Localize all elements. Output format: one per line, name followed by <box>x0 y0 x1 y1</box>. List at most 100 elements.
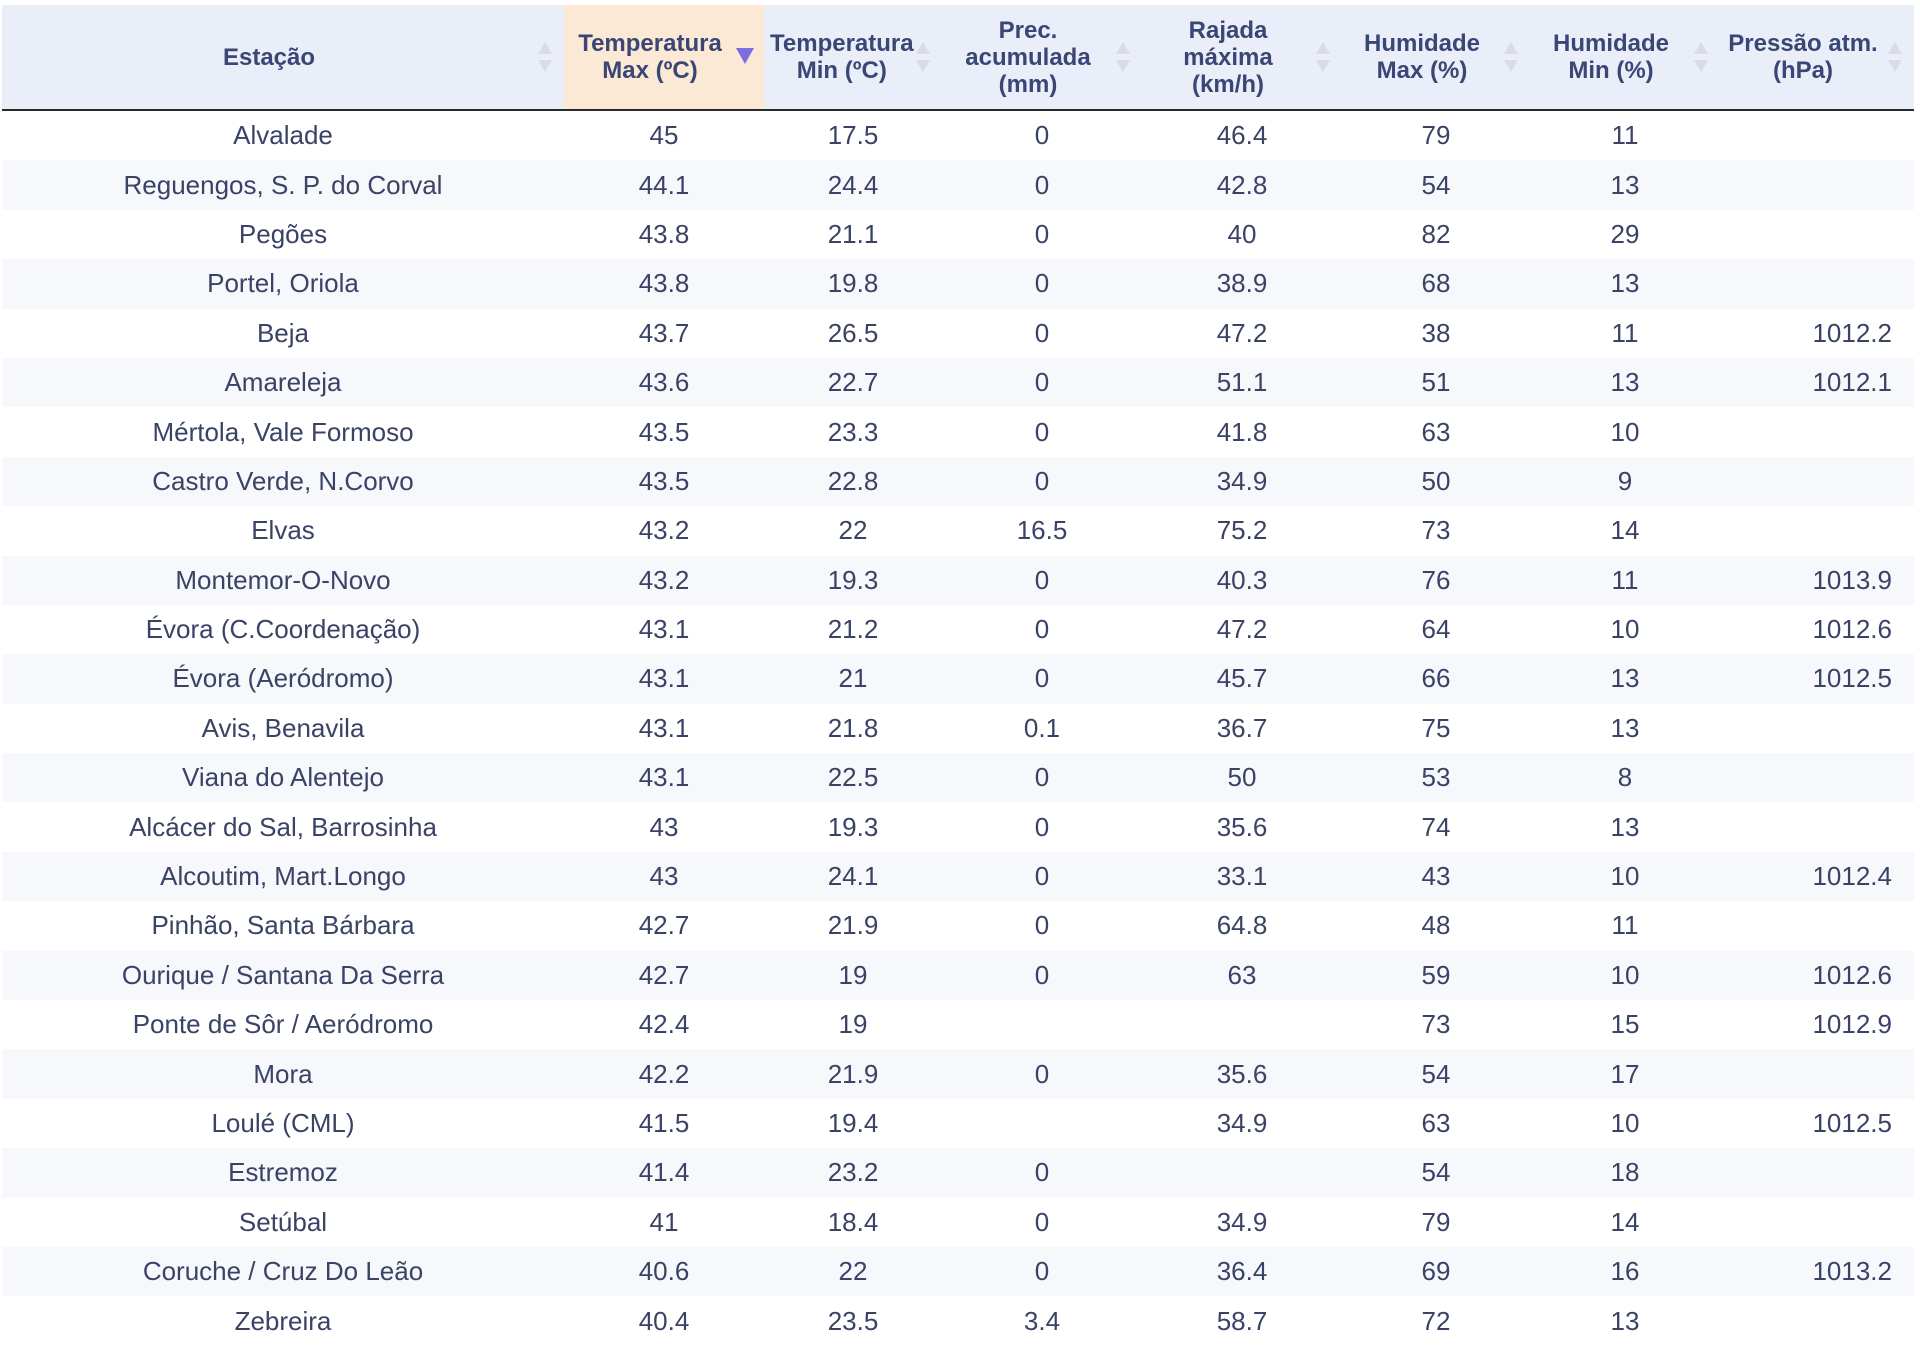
cell-press <box>1720 259 1914 309</box>
sort-icon[interactable] <box>1316 40 1330 74</box>
table-row: Ourique / Santana Da Serra 42.7 19 0 63 59 10 1… <box>2 950 1914 1001</box>
column-header-tmin[interactable]: Temperatura Min (ºC) <box>764 5 942 111</box>
cell-hmin: 13 <box>1530 357 1720 408</box>
cell-prec: 0 <box>942 654 1142 704</box>
cell-hmin: 11 <box>1611 120 1639 151</box>
cell-tmax: 43.8 <box>638 218 690 249</box>
cell-hmax: 48 <box>1421 910 1451 941</box>
cell-wind: 35.6 <box>1216 811 1268 842</box>
column-header-hmax[interactable]: Humidade Max (%) <box>1342 5 1530 111</box>
cell-tmax: 44.1 <box>564 160 764 210</box>
cell-wind: 33.1 <box>1142 851 1342 902</box>
cell-tmax: 43.1 <box>564 654 764 704</box>
cell-prec: 0 <box>1034 317 1050 348</box>
cell-hmax: 76 <box>1342 555 1530 605</box>
cell-tmax: 43.2 <box>638 515 690 546</box>
cell-hmin: 10 <box>1530 851 1720 902</box>
table-row: Castro Verde, N.Corvo 43.5 22.8 0 34.9 50 9 <box>2 456 1914 507</box>
cell-wind: 64.8 <box>1216 910 1268 941</box>
cell-prec: 0 <box>942 753 1142 803</box>
cell-station: Montemor-O-Novo <box>2 555 564 605</box>
sort-descending-icon[interactable] <box>736 40 754 74</box>
cell-tmin: 21.8 <box>827 712 879 743</box>
column-header-label: Temperatura Max (ºC) <box>578 30 722 84</box>
sort-icon[interactable] <box>916 40 930 74</box>
cell-hmin: 13 <box>1530 160 1720 210</box>
cell-tmin: 17.5 <box>827 120 879 151</box>
cell-wind <box>1142 1148 1342 1198</box>
cell-wind: 38.9 <box>1142 259 1342 309</box>
cell-tmin: 18.4 <box>827 1206 879 1237</box>
cell-tmin: 19 <box>764 950 942 1001</box>
cell-hmax: 54 <box>1342 1049 1530 1099</box>
table-row: Portel, Oriola 43.8 19.8 0 38.9 68 13 <box>2 259 1914 309</box>
cell-tmin: 21 <box>764 654 942 704</box>
cell-station: Estremoz <box>2 1148 564 1198</box>
cell-hmin: 14 <box>1610 1206 1640 1237</box>
cell-tmax: 40.4 <box>638 1305 690 1336</box>
cell-wind <box>1142 1000 1342 1049</box>
cell-hmax: 69 <box>1342 1246 1530 1297</box>
cell-tmax: 43 <box>649 811 679 842</box>
cell-tmin: 23.5 <box>827 1305 879 1336</box>
sort-icon[interactable] <box>1504 40 1518 74</box>
sort-icon[interactable] <box>1116 40 1130 74</box>
cell-tmin: 19 <box>838 1009 868 1040</box>
header-row: Estação Temperatura Max (ºC) Temperatura M… <box>2 5 1914 111</box>
cell-tmin: 24.1 <box>764 851 942 902</box>
cell-wind: 34.9 <box>1216 1206 1268 1237</box>
cell-wind: 63 <box>1142 950 1342 1001</box>
cell-hmax: 43 <box>1342 851 1530 902</box>
column-header-hmin[interactable]: Humidade Min (%) <box>1530 5 1720 111</box>
cell-station: Évora (Aeródromo) <box>2 654 564 704</box>
cell-hmax: 50 <box>1342 456 1530 507</box>
cell-press: 1012.5 <box>1812 1108 1892 1138</box>
cell-station: Elvas <box>251 515 315 546</box>
cell-station: Évora (C.Coordenação) <box>145 614 421 645</box>
column-header-press[interactable]: Pressão atm. (hPa) <box>1720 5 1914 111</box>
cell-press <box>1720 407 1914 456</box>
column-header-wind[interactable]: Rajada máxima (km/h) <box>1142 5 1342 111</box>
cell-station: Pinhão, Santa Bárbara <box>151 910 415 941</box>
cell-station: Viana do Alentejo <box>2 753 564 803</box>
cell-wind: 41.8 <box>1216 416 1268 447</box>
cell-station: Alvalade <box>233 120 333 151</box>
cell-tmin: 22 <box>838 515 868 546</box>
table-body: Alvalade 45 17.5 0 46.4 79 11 Reguengos, S. P. … <box>2 110 1914 1346</box>
cell-tmin: 22.7 <box>764 357 942 408</box>
column-header-tmax[interactable]: Temperatura Max (ºC) <box>564 5 764 111</box>
cell-press: 1012.5 <box>1720 654 1914 704</box>
table-row: Alcácer do Sal, Barrosinha 43 19.3 0 35.6 74 1… <box>2 802 1914 851</box>
cell-station: Ponte de Sôr / Aeródromo <box>132 1009 434 1040</box>
cell-station: Castro Verde, N.Corvo <box>2 456 564 507</box>
cell-station: Portel, Oriola <box>2 259 564 309</box>
cell-station: Mértola, Vale Formoso <box>152 416 414 447</box>
cell-press <box>1720 1296 1914 1345</box>
cell-station: Loulé (CML) <box>211 1108 355 1138</box>
cell-wind: 50 <box>1142 753 1342 803</box>
table-row: Pinhão, Santa Bárbara 42.7 21.9 0 64.8 48 11 <box>2 901 1914 950</box>
cell-wind: 40 <box>1227 218 1257 249</box>
cell-tmax: 40.6 <box>564 1246 764 1297</box>
cell-hmin: 16 <box>1530 1246 1720 1297</box>
cell-hmin: 11 <box>1530 555 1720 605</box>
cell-hmin: 9 <box>1530 456 1720 507</box>
cell-station: Coruche / Cruz Do Leão <box>2 1246 564 1297</box>
table-row: Reguengos, S. P. do Corval 44.1 24.4 0 42.8 5… <box>2 160 1914 210</box>
cell-wind: 36.7 <box>1216 712 1268 743</box>
table-row: Ponte de Sôr / Aeródromo 42.4 19 73 15 1012.9 <box>2 1000 1914 1049</box>
cell-prec: 0 <box>1034 910 1050 941</box>
sort-icon[interactable] <box>1888 40 1902 74</box>
weather-stations-table-wrapper: Estação Temperatura Max (ºC) Temperatura M… <box>2 5 1914 1346</box>
cell-hmin: 10 <box>1530 950 1720 1001</box>
column-header-prec[interactable]: Prec. acumulada (mm) <box>942 5 1142 111</box>
table-row: Amareleja 43.6 22.7 0 51.1 51 13 1012.1 <box>2 357 1914 408</box>
cell-tmin: 22.5 <box>764 753 942 803</box>
cell-hmin: 14 <box>1610 515 1640 546</box>
cell-press <box>1720 753 1914 803</box>
sort-icon[interactable] <box>538 40 552 74</box>
table-header: Estação Temperatura Max (ºC) Temperatura M… <box>2 5 1914 111</box>
sort-icon[interactable] <box>1694 40 1708 74</box>
cell-press: 1012.2 <box>1812 317 1892 348</box>
column-header-station[interactable]: Estação <box>2 5 564 111</box>
